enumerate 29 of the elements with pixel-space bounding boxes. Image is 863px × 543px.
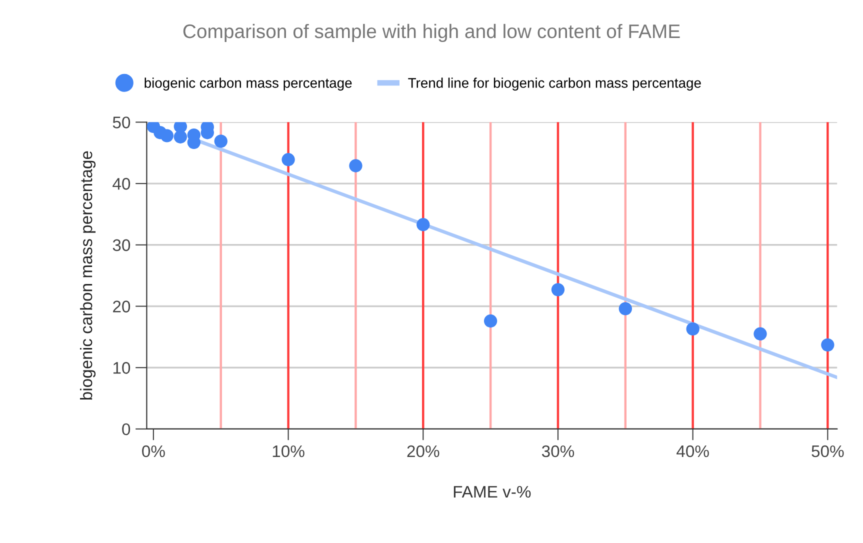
point	[349, 159, 362, 172]
x-tick-label: 30%	[542, 445, 574, 458]
point	[160, 129, 174, 142]
y-tick-label: 10	[113, 362, 130, 374]
x-tick-label: 20%	[407, 445, 440, 458]
y-axis-title: biogenic carbon mass percentage	[80, 151, 96, 400]
x-tick-label: 50%	[812, 445, 844, 458]
point	[484, 314, 498, 328]
point	[686, 322, 700, 336]
point	[551, 283, 565, 296]
x-tick-label: 0%	[142, 445, 165, 458]
x-tick-label: 10%	[272, 445, 304, 458]
y-tick-label: 0	[122, 423, 130, 436]
point	[282, 153, 295, 166]
y-tick-label: 20	[113, 300, 130, 312]
y-tick-label: 30	[112, 239, 130, 252]
x-tick-label: 40%	[676, 445, 709, 458]
point	[618, 302, 632, 316]
point	[174, 130, 188, 144]
y-tick-label: 50	[112, 116, 130, 128]
y-tick-label: 40	[112, 178, 130, 190]
legend-label: biogenic carbon mass percentage	[144, 78, 352, 91]
chart-title: Comparison of sample with high and low content of FAME	[183, 24, 680, 42]
x-axis-title: FAME v-%	[454, 486, 531, 498]
point	[214, 134, 228, 148]
legend-label: Trend line for biogenic carbon mass percentage	[408, 78, 701, 91]
point	[754, 327, 767, 340]
point	[821, 338, 834, 352]
point	[416, 218, 430, 232]
